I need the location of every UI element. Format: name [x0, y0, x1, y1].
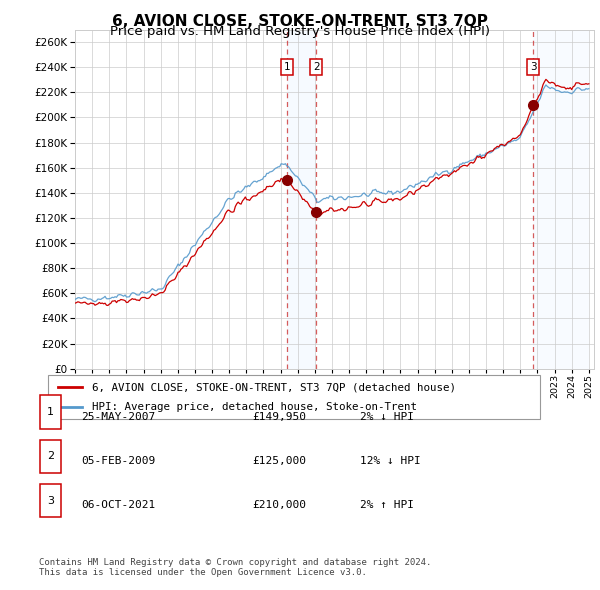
Text: £210,000: £210,000 [252, 500, 306, 510]
Text: £125,000: £125,000 [252, 456, 306, 466]
Text: 2: 2 [313, 62, 320, 72]
Text: HPI: Average price, detached house, Stoke-on-Trent: HPI: Average price, detached house, Stok… [92, 402, 417, 411]
Text: 12% ↓ HPI: 12% ↓ HPI [360, 456, 421, 466]
Text: 2% ↓ HPI: 2% ↓ HPI [360, 412, 414, 422]
Text: 2% ↑ HPI: 2% ↑ HPI [360, 500, 414, 510]
Text: £149,950: £149,950 [252, 412, 306, 422]
Text: 3: 3 [530, 62, 536, 72]
Text: 1: 1 [47, 407, 54, 417]
Text: 05-FEB-2009: 05-FEB-2009 [81, 456, 155, 466]
Text: Contains HM Land Registry data © Crown copyright and database right 2024.
This d: Contains HM Land Registry data © Crown c… [39, 558, 431, 577]
Text: 3: 3 [47, 496, 54, 506]
Bar [287, 30, 316, 369]
Text: 6, AVION CLOSE, STOKE-ON-TRENT, ST3 7QP: 6, AVION CLOSE, STOKE-ON-TRENT, ST3 7QP [112, 14, 488, 28]
Text: 6, AVION CLOSE, STOKE-ON-TRENT, ST3 7QP (detached house): 6, AVION CLOSE, STOKE-ON-TRENT, ST3 7QP … [92, 382, 456, 392]
Text: 1: 1 [284, 62, 290, 72]
Text: 06-OCT-2021: 06-OCT-2021 [81, 500, 155, 510]
Text: Price paid vs. HM Land Registry's House Price Index (HPI): Price paid vs. HM Land Registry's House … [110, 25, 490, 38]
Text: 2: 2 [47, 451, 54, 461]
Text: 25-MAY-2007: 25-MAY-2007 [81, 412, 155, 422]
Bar [533, 30, 589, 369]
